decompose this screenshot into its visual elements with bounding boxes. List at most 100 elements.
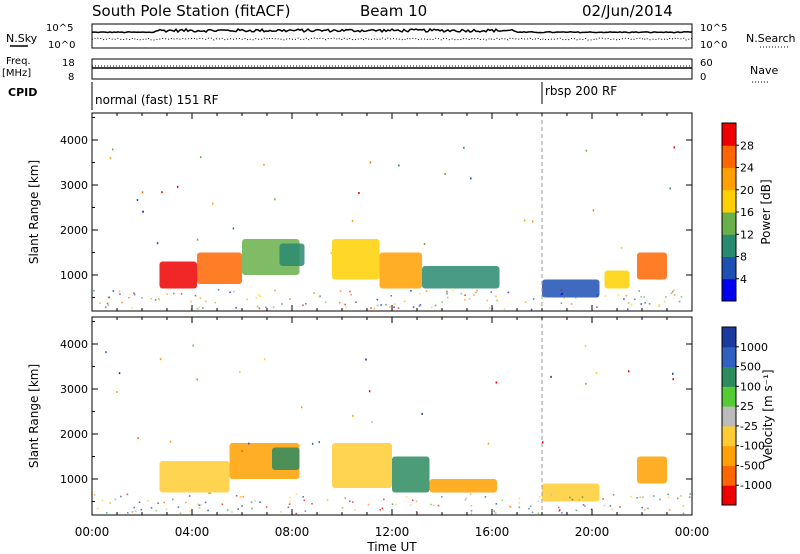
vel-speckle-point xyxy=(250,501,253,504)
vel-speckle-point xyxy=(341,507,344,509)
time-tick-label: 00:00 xyxy=(75,525,110,539)
velocity-echo-layer xyxy=(159,443,667,502)
power-speckle-point xyxy=(532,220,534,223)
power-speckle-point xyxy=(434,304,437,307)
vel-speckle-point xyxy=(371,420,373,423)
power-speckle-point xyxy=(256,305,259,308)
vel-speckle-point xyxy=(126,493,129,496)
power-speckle-point xyxy=(376,304,379,307)
vel-echo-region xyxy=(332,443,392,488)
vel-speckle-point xyxy=(421,412,423,415)
power-speckle-point xyxy=(133,293,136,296)
vel-speckle-point xyxy=(287,506,290,509)
power-speckle-point xyxy=(393,306,395,309)
vel-speckle-point xyxy=(582,504,585,506)
vel-speckle-point xyxy=(208,492,210,495)
power-colorbar: 4 8 12 16 20 24 28 xyxy=(721,122,754,302)
vel-speckle-point xyxy=(383,498,385,501)
vel-speckle-point xyxy=(550,494,552,496)
vel-speckle-point xyxy=(231,511,233,513)
vel-speckle-point xyxy=(537,512,540,514)
power-speckle-point xyxy=(281,303,283,305)
vel-speckle-point xyxy=(584,345,587,348)
power-speckle-point xyxy=(638,290,640,292)
power-speckle-point xyxy=(625,294,628,297)
power-speckle-point xyxy=(302,304,304,307)
power-speckle-point xyxy=(142,210,144,213)
power-speckle-point xyxy=(344,303,346,306)
nave-tick-low: 0 xyxy=(700,72,706,83)
vel-speckle-point xyxy=(569,496,571,499)
vel-speckle-point xyxy=(251,507,253,510)
vel-speckle-point xyxy=(470,504,473,507)
power-speckle-point xyxy=(118,290,121,293)
vel-speckle-point xyxy=(537,500,540,503)
power-speckle-point xyxy=(198,306,200,308)
power-speckle-point xyxy=(570,303,573,305)
vel-ytick-label: 3000 xyxy=(60,383,88,396)
vel-speckle-point xyxy=(395,503,397,506)
power-speckle-point xyxy=(410,290,412,292)
power-echo-region xyxy=(422,266,500,289)
power-speckle-point xyxy=(574,297,577,299)
power-speckle-point xyxy=(202,307,204,309)
vel-colorbar-tick-label: -100 xyxy=(740,440,765,453)
vel-speckle-point xyxy=(263,358,266,361)
power-speckle-point xyxy=(350,293,352,296)
power-speckle-point xyxy=(235,307,237,309)
power-echo-region xyxy=(604,270,630,289)
power-speckle-point xyxy=(373,307,376,310)
power-colorbar-segment xyxy=(722,234,736,257)
power-speckle-point xyxy=(532,298,535,300)
power-speckle-point xyxy=(305,302,307,305)
velocity-y-axis: 1000 2000 3000 4000 xyxy=(60,321,692,502)
vel-speckle-point xyxy=(127,512,129,514)
vel-speckle-point xyxy=(550,375,552,378)
power-speckle-point xyxy=(107,304,110,306)
power-speckle-point xyxy=(330,252,333,255)
vel-speckle-point xyxy=(303,499,306,502)
power-speckle-point xyxy=(486,299,489,302)
power-speckle-point xyxy=(397,307,400,309)
power-speckle-point xyxy=(233,290,235,293)
power-speckle-point xyxy=(596,306,598,308)
vel-speckle-point xyxy=(198,504,201,506)
power-speckle-point xyxy=(473,294,475,296)
vel-speckle-point xyxy=(659,498,661,501)
station-title: South Pole Station (fitACF) xyxy=(92,2,290,20)
power-x-axis xyxy=(91,113,693,311)
vel-colorbar-tick-label: -1000 xyxy=(740,479,772,492)
vel-speckle-point xyxy=(381,507,384,510)
vel-speckle-point xyxy=(265,506,268,508)
vel-speckle-point xyxy=(611,508,613,511)
power-speckle-point xyxy=(229,291,231,294)
vel-speckle-point xyxy=(584,505,586,507)
vel-speckle-point xyxy=(409,504,412,506)
vel-speckle-point xyxy=(644,509,646,511)
power-colorbar-segment xyxy=(722,145,736,168)
power-echo-region xyxy=(159,261,197,289)
vel-speckle-point xyxy=(411,499,414,502)
power-speckle-point xyxy=(345,307,347,309)
power-speckle-point xyxy=(560,293,563,296)
vel-speckle-point xyxy=(495,381,498,384)
vel-speckle-point xyxy=(612,494,615,496)
power-speckle-point xyxy=(648,303,651,305)
vel-speckle-point xyxy=(118,372,121,375)
vel-speckle-point xyxy=(484,496,487,498)
power-speckle-point xyxy=(141,191,144,194)
vel-speckle-point xyxy=(105,351,107,354)
power-speckle-point xyxy=(154,299,157,301)
vel-echo-region xyxy=(637,456,667,484)
vel-speckle-point xyxy=(318,441,320,444)
vel-speckle-point xyxy=(198,507,201,509)
vel-speckle-point xyxy=(179,512,182,514)
power-speckle-point xyxy=(617,294,620,296)
power-speckle-point xyxy=(289,298,291,300)
power-speckle-point xyxy=(214,301,216,304)
power-speckle-point xyxy=(560,289,563,291)
vel-speckle-point xyxy=(241,450,243,452)
power-ytick-label: 2000 xyxy=(60,224,88,237)
vel-speckle-point xyxy=(581,496,584,498)
vel-colorbar-segment xyxy=(722,406,736,427)
